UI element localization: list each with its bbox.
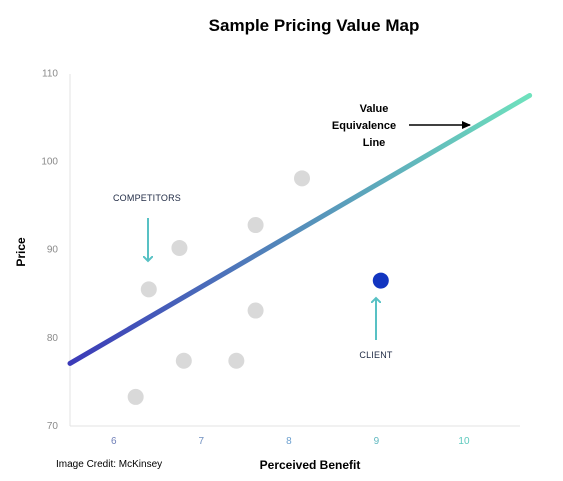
- competitor-point: [228, 352, 245, 369]
- x-tick-label: 10: [458, 436, 470, 447]
- value-equivalence-label-line-1: Value: [360, 103, 389, 115]
- y-tick-label: 100: [41, 157, 58, 168]
- competitor-point: [294, 170, 310, 187]
- competitor-point: [247, 302, 264, 319]
- competitor-point: [175, 352, 192, 369]
- y-tick-label: 70: [47, 421, 59, 432]
- competitor-point: [127, 388, 144, 405]
- y-tick-label: 110: [42, 68, 58, 79]
- x-tick-label: 7: [199, 436, 205, 447]
- competitor-point: [247, 217, 264, 234]
- x-tick-label: 6: [111, 436, 117, 447]
- image-credit: Image Credit: McKinsey: [56, 459, 162, 470]
- y-tick-labels: 70 80 90 100 110: [41, 68, 58, 432]
- y-tick-label: 80: [47, 333, 59, 344]
- client-annotation: CLIENT: [359, 350, 393, 360]
- x-tick-label: 9: [374, 436, 380, 447]
- competitor-point: [171, 239, 188, 256]
- value-equivalence-label-line-3: Line: [363, 137, 386, 149]
- x-tick-label: 8: [286, 436, 292, 447]
- chart-title: Sample Pricing Value Map: [209, 16, 420, 35]
- y-axis-label: Price: [14, 237, 28, 267]
- value-equivalence-line: [67, 92, 533, 366]
- y-tick-label: 90: [47, 245, 59, 256]
- value-equivalence-label-line-2: Equivalence: [332, 120, 396, 132]
- competitor-point: [140, 281, 157, 298]
- competitors-annotation: COMPETITORS: [113, 193, 181, 203]
- data-points: [127, 170, 389, 405]
- x-axis-label: Perceived Benefit: [260, 458, 361, 472]
- x-tick-labels: 6 7 8 9 10: [111, 436, 470, 447]
- client-point: [372, 272, 389, 289]
